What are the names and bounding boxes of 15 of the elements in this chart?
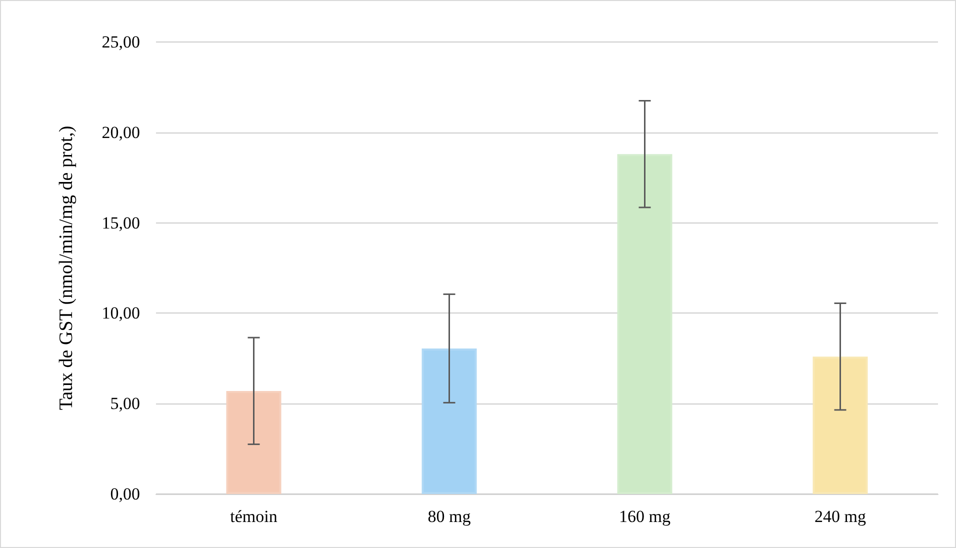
x-tick-label: témoin — [230, 507, 278, 526]
x-tick-label: 240 mg — [814, 507, 866, 526]
bar — [422, 348, 477, 494]
y-axis-title: Taux de GST (nmol/min/mg de prot,) — [56, 126, 77, 410]
y-tick-label: 25,00 — [102, 32, 140, 52]
y-tick-label: 15,00 — [102, 213, 140, 232]
bar — [226, 390, 282, 494]
x-tick-label: 160 mg — [619, 507, 671, 526]
y-tick-label: 5,00 — [110, 394, 140, 414]
y-tick-label: 10,00 — [102, 304, 140, 323]
bar — [617, 154, 672, 494]
y-tick-label: 0,00 — [110, 484, 140, 504]
x-tick-label: 80 mg — [428, 507, 472, 526]
bar — [812, 356, 868, 494]
y-tick-label: 20,00 — [102, 122, 140, 142]
